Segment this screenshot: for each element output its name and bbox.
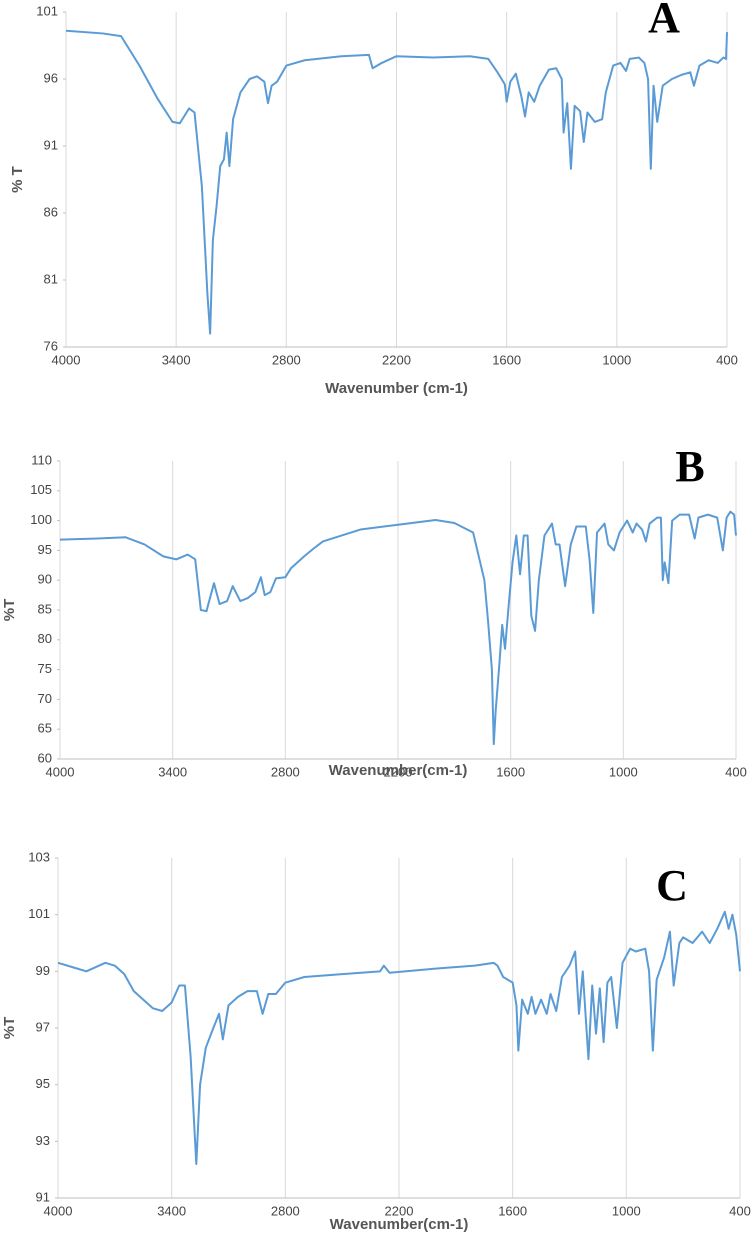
x-tick-label: 1600: [492, 352, 521, 367]
y-tick-label: 86: [44, 204, 58, 219]
x-tick-label: 2200: [384, 764, 413, 779]
y-tick-label: 65: [38, 721, 52, 736]
y-tick-label: 93: [36, 1133, 50, 1148]
x-tick-label: 4000: [44, 1203, 73, 1218]
y-tick-label: 96: [44, 70, 58, 85]
panel-letter: B: [675, 442, 704, 491]
x-tick-label: 2200: [382, 352, 411, 367]
x-tick-label: 3400: [157, 1203, 186, 1218]
y-tick-label: 101: [28, 906, 50, 921]
y-tick-label: 60: [38, 750, 52, 765]
y-tick-label: 76: [44, 338, 58, 353]
y-axis-label: % T: [9, 166, 26, 193]
y-tick-label: 100: [30, 512, 52, 527]
panel-letter: C: [656, 861, 688, 910]
y-tick-label: 75: [38, 661, 52, 676]
x-axis-label: Wavenumber (cm-1): [325, 380, 468, 397]
y-tick-label: 105: [30, 482, 52, 497]
x-axis-label: Wavenumber(cm-1): [329, 762, 468, 779]
x-tick-label: 4000: [46, 764, 75, 779]
x-tick-label: 1600: [496, 764, 525, 779]
x-axis-label: Wavenumber(cm-1): [330, 1216, 469, 1233]
y-tick-label: 97: [36, 1019, 50, 1034]
y-tick-label: 81: [44, 271, 58, 286]
x-tick-label: 400: [716, 352, 738, 367]
y-tick-label: 91: [36, 1189, 50, 1204]
spectrum-line: [59, 510, 737, 746]
x-tick-label: 2200: [385, 1203, 414, 1218]
spectrum-line: [65, 29, 728, 335]
x-tick-label: 1000: [612, 1203, 641, 1218]
y-tick-label: 90: [38, 572, 52, 587]
y-tick-label: 85: [38, 601, 52, 616]
y-tick-label: 70: [38, 691, 52, 706]
x-tick-label: 400: [725, 764, 747, 779]
y-axis-label: %T: [1, 1017, 18, 1040]
y-tick-label: 95: [38, 542, 52, 557]
x-tick-label: 2800: [272, 352, 301, 367]
panel-letter: A: [648, 0, 680, 42]
y-tick-label: 80: [38, 631, 52, 646]
y-tick-label: 103: [28, 849, 50, 864]
x-tick-label: 3400: [158, 764, 187, 779]
y-tick-label: 95: [36, 1076, 50, 1091]
y-tick-label: 110: [31, 452, 52, 467]
y-axis-label: %T: [1, 599, 18, 622]
spectrum-line: [57, 910, 741, 1165]
x-tick-label: 1000: [602, 352, 631, 367]
x-tick-label: 1000: [609, 764, 638, 779]
x-tick-label: 2800: [271, 1203, 300, 1218]
x-tick-label: 2800: [271, 764, 300, 779]
x-tick-label: 1600: [498, 1203, 527, 1218]
x-tick-label: 4000: [52, 352, 81, 367]
y-tick-label: 91: [44, 137, 58, 152]
y-tick-label: 99: [36, 963, 50, 978]
y-tick-label: 101: [36, 3, 58, 18]
x-tick-label: 400: [729, 1203, 751, 1218]
x-tick-label: 3400: [162, 352, 191, 367]
